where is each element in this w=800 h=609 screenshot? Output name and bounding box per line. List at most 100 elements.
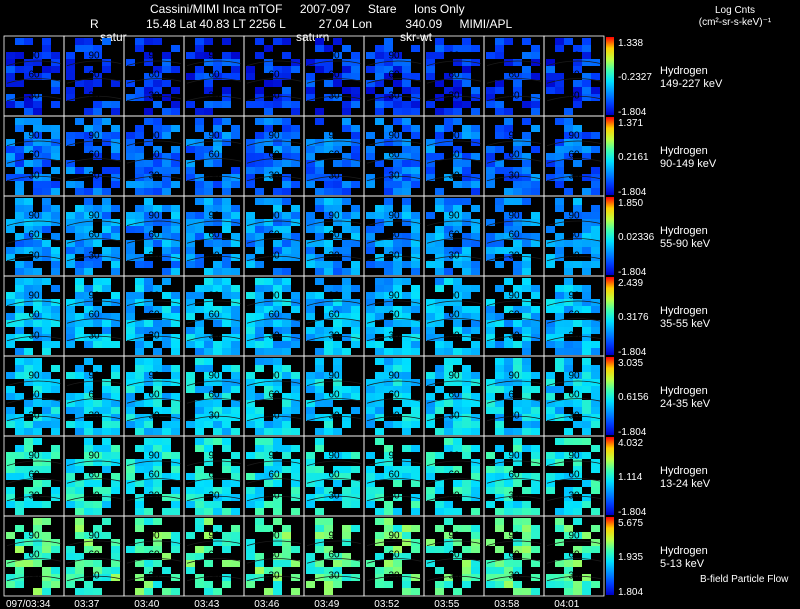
data-pixel xyxy=(573,487,582,494)
data-pixel xyxy=(306,167,315,174)
data-pixel xyxy=(135,261,144,268)
data-pixel xyxy=(393,532,402,539)
data-pixel xyxy=(324,146,333,153)
data-pixel xyxy=(282,452,291,459)
data-pixel xyxy=(462,379,471,386)
data-pixel xyxy=(171,546,180,553)
data-pixel xyxy=(126,327,135,334)
data-pixel xyxy=(495,167,504,174)
data-pixel xyxy=(291,320,300,327)
data-pixel xyxy=(144,261,153,268)
data-pixel xyxy=(231,285,240,292)
data-pixel xyxy=(342,278,351,285)
data-pixel xyxy=(222,212,231,219)
data-pixel xyxy=(453,87,462,94)
data-pixel xyxy=(153,473,162,480)
data-pixel xyxy=(402,532,411,539)
data-pixel xyxy=(513,428,522,435)
data-pixel xyxy=(135,560,144,567)
data-pixel xyxy=(222,306,231,313)
data-pixel xyxy=(471,341,480,348)
pitch-angle-contour xyxy=(246,575,302,582)
pitch-angle-contour xyxy=(126,380,182,386)
data-pixel xyxy=(462,414,471,421)
data-pixel xyxy=(582,421,591,428)
data-pixel xyxy=(393,278,402,285)
data-pixel xyxy=(486,219,495,226)
data-pixel xyxy=(144,285,153,292)
data-pixel xyxy=(384,247,393,254)
data-pixel xyxy=(171,233,180,240)
data-pixel xyxy=(495,146,504,153)
data-pixel xyxy=(471,400,480,407)
data-pixel xyxy=(186,139,195,146)
data-pixel xyxy=(135,45,144,52)
data-pixel xyxy=(222,219,231,226)
data-pixel xyxy=(195,73,204,80)
data-pixel xyxy=(324,299,333,306)
data-pixel xyxy=(66,546,75,553)
data-pixel xyxy=(33,372,42,379)
data-pixel xyxy=(393,52,402,59)
contour-label: 90 xyxy=(568,370,580,381)
pitch-angle-contour xyxy=(366,220,422,226)
contour-label: 60 xyxy=(328,70,340,81)
energy-label: 35-55 keV xyxy=(660,318,711,330)
data-pixel xyxy=(126,466,135,473)
data-pixel xyxy=(153,466,162,473)
data-pixel xyxy=(471,313,480,320)
contour-label: 90 xyxy=(148,290,160,301)
data-pixel xyxy=(195,466,204,473)
data-pixel xyxy=(582,52,591,59)
data-pixel xyxy=(213,233,222,240)
data-pixel xyxy=(231,327,240,334)
data-pixel xyxy=(573,407,582,414)
data-pixel xyxy=(153,66,162,73)
data-pixel xyxy=(213,393,222,400)
data-pixel xyxy=(222,205,231,212)
data-pixel xyxy=(522,365,531,372)
data-pixel xyxy=(462,452,471,459)
data-pixel xyxy=(531,546,540,553)
data-pixel xyxy=(24,560,33,567)
contour-label: 90 xyxy=(328,130,340,141)
data-pixel xyxy=(384,38,393,45)
data-pixel xyxy=(306,480,315,487)
data-pixel xyxy=(222,428,231,435)
data-pixel xyxy=(162,588,171,595)
data-pixel xyxy=(411,348,420,355)
data-pixel xyxy=(306,292,315,299)
data-pixel xyxy=(315,567,324,574)
contour-label: 30 xyxy=(208,330,220,341)
data-pixel xyxy=(384,473,393,480)
data-pixel xyxy=(15,306,24,313)
data-pixel xyxy=(273,348,282,355)
data-pixel xyxy=(102,212,111,219)
data-pixel xyxy=(402,428,411,435)
data-pixel xyxy=(204,588,213,595)
data-pixel xyxy=(75,525,84,532)
pitch-angle-contour xyxy=(6,380,62,386)
data-pixel xyxy=(111,487,120,494)
contour-label: 60 xyxy=(328,310,340,321)
data-pixel xyxy=(513,372,522,379)
data-pixel xyxy=(402,198,411,205)
data-pixel xyxy=(213,59,222,66)
instrument-label: Cassini/MIMI Inca mTOF xyxy=(150,2,283,16)
data-pixel xyxy=(93,560,102,567)
data-pixel xyxy=(591,365,600,372)
data-pixel xyxy=(75,393,84,400)
data-pixel xyxy=(51,386,60,393)
data-pixel xyxy=(15,348,24,355)
data-pixel xyxy=(84,132,93,139)
data-pixel xyxy=(51,313,60,320)
data-pixel xyxy=(144,139,153,146)
data-pixel xyxy=(24,205,33,212)
colorbar-mid-label: 1.935 xyxy=(618,552,643,563)
data-pixel xyxy=(393,546,402,553)
data-pixel xyxy=(564,212,573,219)
contour-label: 60 xyxy=(268,310,280,321)
data-pixel xyxy=(264,313,273,320)
